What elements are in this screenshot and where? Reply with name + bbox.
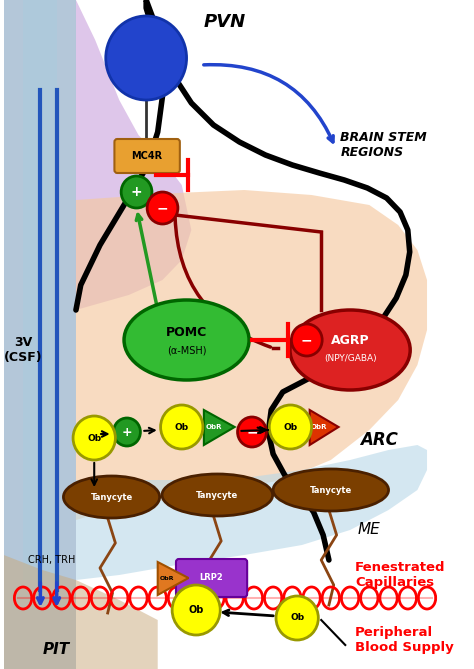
Ellipse shape: [162, 474, 273, 516]
Circle shape: [121, 176, 152, 208]
Ellipse shape: [290, 310, 410, 390]
Circle shape: [106, 16, 187, 100]
Text: 3V
(CSF): 3V (CSF): [4, 336, 42, 364]
Ellipse shape: [124, 300, 249, 380]
Text: −: −: [246, 425, 258, 439]
Circle shape: [172, 585, 220, 635]
Polygon shape: [76, 445, 427, 580]
Polygon shape: [76, 190, 427, 520]
Text: Ob: Ob: [283, 423, 298, 432]
Text: MC4R: MC4R: [132, 151, 163, 161]
Circle shape: [161, 405, 203, 449]
Text: Tanycyte: Tanycyte: [310, 486, 352, 494]
Polygon shape: [204, 410, 235, 445]
Text: −: −: [157, 201, 168, 215]
Circle shape: [269, 405, 311, 449]
FancyBboxPatch shape: [176, 559, 247, 597]
Polygon shape: [158, 562, 189, 595]
Polygon shape: [4, 0, 76, 669]
Text: CRH, TRH: CRH, TRH: [28, 555, 75, 565]
Circle shape: [73, 416, 115, 460]
Text: ObR: ObR: [311, 424, 328, 430]
Text: ObR: ObR: [160, 575, 174, 581]
Text: (NPY/GABA): (NPY/GABA): [324, 353, 376, 363]
Text: Ob: Ob: [87, 434, 101, 442]
Text: LRP2: LRP2: [200, 573, 223, 583]
Circle shape: [292, 324, 322, 356]
Circle shape: [237, 417, 266, 447]
Text: Fenestrated
Capillaries: Fenestrated Capillaries: [355, 561, 446, 589]
Text: Ob: Ob: [189, 605, 204, 615]
Text: (α-MSH): (α-MSH): [167, 345, 206, 355]
Text: +: +: [131, 185, 142, 199]
Text: ObR: ObR: [205, 424, 222, 430]
FancyBboxPatch shape: [114, 139, 180, 173]
Polygon shape: [76, 0, 191, 310]
Polygon shape: [23, 0, 57, 580]
Text: +: +: [122, 425, 132, 438]
Ellipse shape: [273, 469, 389, 511]
Circle shape: [113, 418, 140, 446]
Text: Tanycyte: Tanycyte: [91, 492, 133, 502]
Circle shape: [147, 192, 178, 224]
Text: BRAIN STEM
REGIONS: BRAIN STEM REGIONS: [340, 131, 427, 159]
Text: AGRP: AGRP: [331, 334, 369, 347]
Text: PIT: PIT: [43, 642, 70, 658]
Text: ME: ME: [358, 522, 381, 537]
Polygon shape: [310, 410, 338, 445]
Circle shape: [276, 596, 319, 640]
Text: Peripheral
Blood Supply: Peripheral Blood Supply: [355, 626, 454, 654]
Text: Ob: Ob: [175, 423, 189, 432]
Ellipse shape: [64, 476, 160, 518]
Text: POMC: POMC: [166, 326, 207, 339]
Text: Tanycyte: Tanycyte: [196, 490, 238, 500]
Text: PVN: PVN: [204, 13, 246, 31]
Text: ARC: ARC: [360, 431, 398, 449]
Text: −: −: [301, 333, 313, 347]
Polygon shape: [4, 555, 158, 669]
Text: Ob: Ob: [290, 613, 304, 622]
